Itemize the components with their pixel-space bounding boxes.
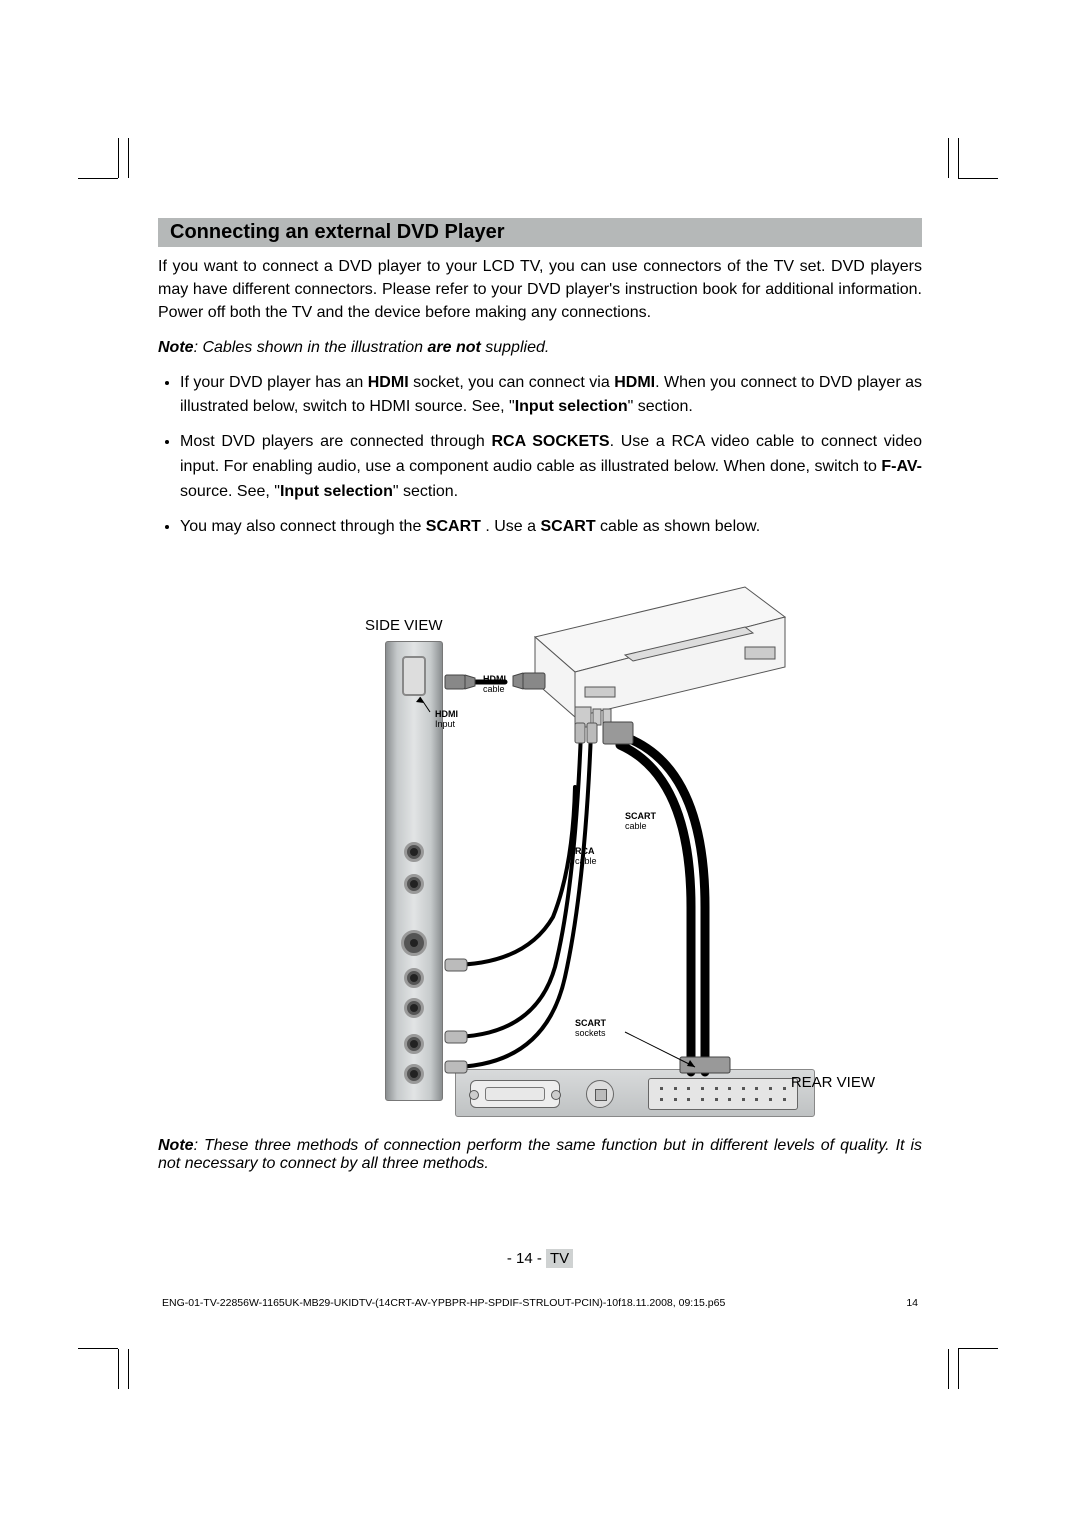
text-bold: SCART	[426, 518, 481, 535]
crop-mark	[948, 1349, 949, 1389]
text: socket, you can connect via	[409, 374, 615, 391]
bullet-hdmi: If your DVD player has an HDMI socket, y…	[180, 371, 922, 421]
scart-sockets-label: SCARTsockets	[575, 1019, 606, 1039]
bullet-list: If your DVD player has an HDMI socket, y…	[158, 371, 922, 540]
text-bold: RCA SOCKETS	[491, 433, 609, 450]
bullet-rca: Most DVD players are connected through R…	[180, 430, 922, 504]
text: source. See, "	[180, 483, 280, 500]
crop-mark	[958, 138, 959, 178]
note-prefix: Note	[158, 339, 194, 356]
intro-paragraph: If you want to connect a DVD player to y…	[158, 255, 922, 325]
note-suffix: supplied.	[481, 339, 550, 356]
note-methods: Note: These three methods of connection …	[158, 1137, 922, 1173]
section-title: Connecting an external DVD Player	[158, 218, 922, 247]
note-cables: Note: Cables shown in the illustration a…	[158, 339, 922, 357]
page-number: - 14 - TV	[158, 1250, 922, 1267]
rca-cable-label: RCAcable	[575, 847, 597, 867]
page-content: Connecting an external DVD Player If you…	[158, 218, 922, 1309]
crop-mark	[78, 178, 118, 179]
text: . Use a	[481, 518, 541, 535]
text: cable as shown below.	[596, 518, 761, 535]
text-bold: F-AV-	[881, 458, 922, 475]
scart-cable-label: SCARTcable	[625, 812, 656, 832]
hdmi-input-label: HDMIInput	[435, 710, 458, 730]
text-bold: HDMI	[368, 374, 409, 391]
text-bold: SCART	[540, 518, 595, 535]
text-bold: Input selection	[515, 398, 628, 415]
text-bold: HDMI	[614, 374, 655, 391]
crop-mark	[958, 178, 998, 179]
crop-mark	[958, 1348, 998, 1349]
crop-mark	[118, 1349, 119, 1389]
crop-mark	[948, 138, 949, 178]
page-footer: - 14 - TV ENG-01-TV-22856W-1165UK-MB29-U…	[158, 1250, 922, 1309]
hdmi-cable-label: HDMIcable	[483, 675, 506, 695]
diagram-svg	[275, 567, 805, 1117]
crop-mark	[958, 1349, 959, 1389]
text: If your DVD player has an	[180, 374, 368, 391]
text-bold: Input selection	[280, 483, 393, 500]
note2-prefix: Note	[158, 1137, 194, 1154]
crop-mark	[128, 1349, 129, 1389]
text: " section.	[628, 398, 693, 415]
text: " section.	[393, 483, 458, 500]
crop-mark	[78, 1348, 118, 1349]
note2-body: : These three methods of connection perf…	[158, 1137, 922, 1172]
crop-mark	[118, 138, 119, 178]
note-body: : Cables shown in the illustration	[194, 339, 428, 356]
text: Most DVD players are connected through	[180, 433, 491, 450]
crop-mark	[128, 138, 129, 178]
text: You may also connect through the	[180, 518, 426, 535]
doc-code: ENG-01-TV-22856W-1165UK-MB29-UKIDTV-(14C…	[158, 1297, 922, 1309]
note-emph: are not	[427, 339, 480, 356]
connection-diagram: SIDE VIEW REAR VIEW	[275, 567, 805, 1117]
bullet-scart: You may also connect through the SCART .…	[180, 515, 922, 540]
